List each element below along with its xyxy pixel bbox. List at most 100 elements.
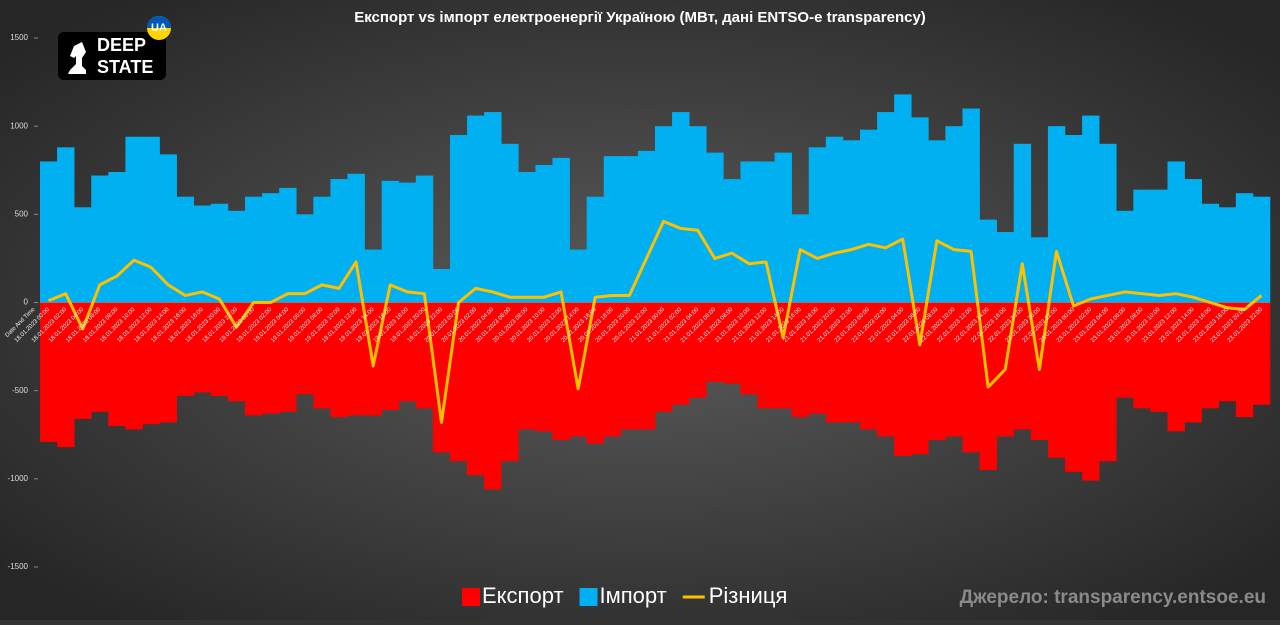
- y-tick-label: 1500: [10, 33, 28, 42]
- bar: [57, 302, 75, 448]
- bar: [672, 112, 690, 303]
- bar: [1082, 302, 1100, 481]
- bar: [569, 302, 587, 437]
- bar: [860, 302, 878, 430]
- bar: [40, 302, 58, 442]
- bar: [860, 129, 878, 303]
- bar: [842, 302, 861, 423]
- bar: [296, 214, 314, 303]
- bar: [210, 302, 229, 396]
- bar: [1013, 302, 1032, 430]
- bar: [432, 268, 451, 303]
- bar: [774, 152, 792, 303]
- bar: [142, 136, 160, 303]
- bar: [1252, 196, 1271, 303]
- legend-swatch: [462, 588, 480, 606]
- bar: [603, 156, 622, 303]
- bar: [262, 193, 280, 303]
- bar: [484, 112, 502, 303]
- bar: [723, 179, 741, 303]
- bar: [1235, 302, 1254, 418]
- logo-badge-top: [147, 16, 171, 28]
- bar: [894, 302, 912, 456]
- bar: [552, 302, 570, 441]
- bar: [945, 126, 963, 303]
- bar: [655, 302, 673, 412]
- bar: [1150, 302, 1168, 412]
- bar: [911, 302, 929, 455]
- bar: [894, 94, 912, 303]
- logo: DEEP STATE UA: [58, 16, 171, 80]
- bar: [1218, 207, 1237, 303]
- bar: [791, 214, 810, 303]
- bar: [330, 302, 348, 418]
- bar: [774, 302, 792, 409]
- bar: [1201, 203, 1220, 303]
- bar: [176, 196, 195, 303]
- bar: [279, 302, 297, 412]
- bar: [1252, 302, 1271, 405]
- bar: [142, 302, 160, 425]
- bar: [398, 182, 417, 303]
- bar: [620, 156, 639, 303]
- bar: [689, 126, 707, 303]
- logo-text: DEEP: [97, 35, 146, 55]
- bar: [467, 115, 485, 303]
- bar: [1167, 302, 1185, 432]
- y-tick-label: 0: [24, 298, 29, 307]
- bar: [535, 164, 553, 303]
- bar: [108, 302, 126, 426]
- bar: [586, 196, 605, 303]
- bar: [467, 302, 485, 476]
- bar: [227, 210, 246, 303]
- bar: [911, 117, 929, 303]
- bar: [484, 302, 502, 490]
- bar: [381, 180, 400, 303]
- bar: [569, 249, 587, 303]
- bar: [1235, 193, 1254, 303]
- bar: [74, 302, 92, 419]
- bar: [262, 302, 280, 414]
- bar: [1065, 302, 1083, 472]
- bar: [1099, 302, 1117, 462]
- bar: [706, 152, 724, 303]
- bar: [1047, 126, 1066, 303]
- bar: [808, 302, 827, 414]
- bar: [620, 302, 639, 430]
- bar: [928, 302, 946, 441]
- legend: Експорт Імпорт Різниця: [462, 583, 787, 608]
- bar: [1201, 302, 1220, 409]
- bar: [125, 136, 143, 303]
- legend-label: Різниця: [709, 583, 788, 608]
- bar: [159, 154, 177, 303]
- bar: [996, 231, 1015, 303]
- bar: [962, 108, 980, 303]
- bar: [193, 302, 212, 393]
- bar: [979, 219, 997, 303]
- logo-text: STATE: [97, 57, 153, 77]
- bar: [245, 196, 263, 303]
- bar: [757, 161, 775, 303]
- bar: [296, 302, 314, 395]
- line: [47, 219, 1263, 424]
- bar: [586, 302, 605, 444]
- bar: [1116, 210, 1134, 303]
- legend-label: Експорт: [482, 583, 564, 608]
- y-tick-label: 500: [15, 209, 29, 218]
- bar: [1047, 302, 1066, 458]
- y-tick-label: -1500: [8, 562, 29, 571]
- bar: [91, 302, 109, 412]
- bar: [91, 175, 109, 303]
- bar: [1065, 134, 1083, 303]
- bar: [159, 302, 177, 423]
- bar: [637, 302, 656, 430]
- bar: [1013, 143, 1032, 303]
- bar: [364, 249, 382, 303]
- bar: [655, 126, 673, 303]
- bar: [1218, 302, 1237, 402]
- bar: [501, 143, 519, 303]
- bar: [245, 302, 263, 416]
- legend-label: Імпорт: [600, 583, 667, 608]
- bar: [706, 302, 724, 382]
